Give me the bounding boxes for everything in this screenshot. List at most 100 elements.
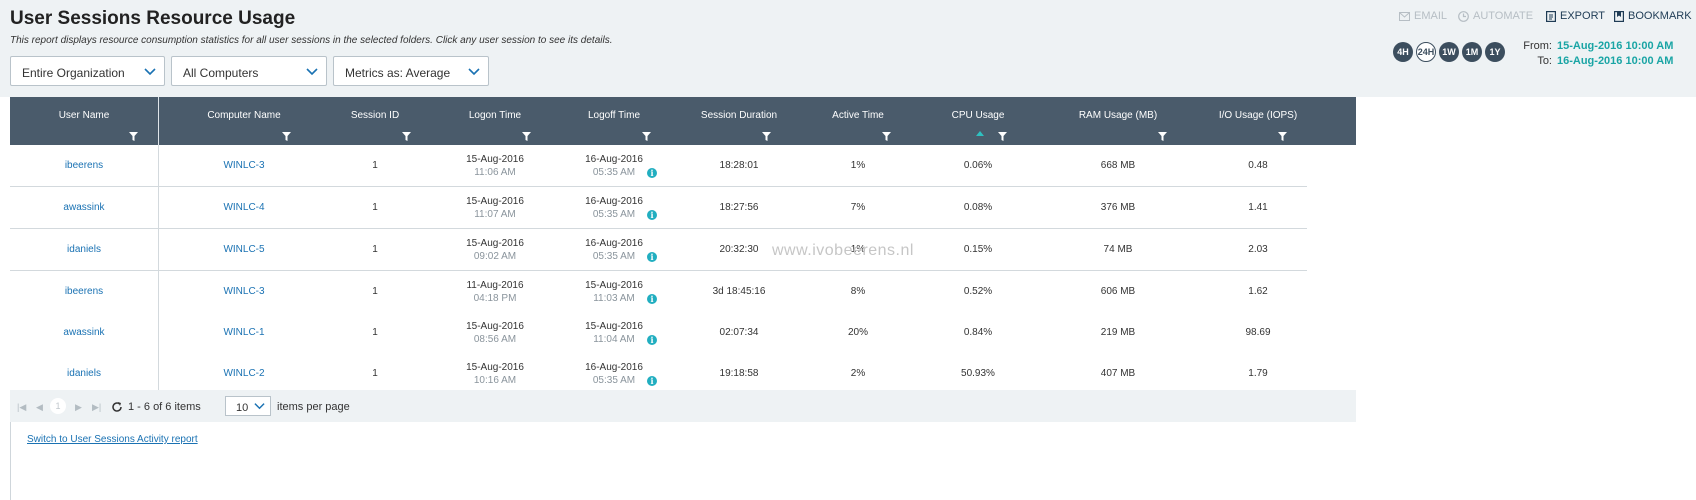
user-name-cell[interactable]: ibeerens: [64, 160, 104, 171]
email-button[interactable]: EMAIL: [1399, 10, 1447, 22]
bookmark-label: BOOKMARK: [1628, 10, 1692, 22]
next-page-button[interactable]: ▶: [75, 402, 82, 412]
logon-date: 15-Aug-2016: [466, 320, 524, 332]
column-header-user-name[interactable]: User Name: [58, 110, 110, 121]
computers-dropdown[interactable]: All Computers: [171, 56, 327, 86]
period-1w-button[interactable]: 1W: [1439, 42, 1459, 62]
to-value[interactable]: 16-Aug-2016 10:00 AM: [1557, 55, 1674, 67]
column-header-session-duration[interactable]: Session Duration: [700, 110, 778, 121]
refresh-icon[interactable]: [111, 401, 123, 413]
table-row[interactable]: idaniels WINLC-5 1 15-Aug-2016 09:02 AM 1…: [10, 229, 1307, 271]
info-icon[interactable]: i: [647, 376, 657, 386]
logon-time: 11:07 AM: [474, 208, 516, 220]
from-value[interactable]: 15-Aug-2016 10:00 AM: [1557, 40, 1674, 52]
computer-name-cell[interactable]: WINLC-3: [223, 286, 265, 297]
page-size-value: 10: [236, 402, 249, 414]
computer-name-cell[interactable]: WINLC-3: [223, 160, 265, 171]
cpu-usage-cell: 0.84%: [963, 327, 993, 338]
column-header-logon-time[interactable]: Logon Time: [468, 110, 522, 121]
table-row[interactable]: ibeerens WINLC-3 1 15-Aug-2016 11:06 AM 1…: [10, 145, 1307, 187]
organization-dropdown-value: Entire Organization: [22, 66, 125, 80]
table-row[interactable]: awassink WINLC-4 1 15-Aug-2016 11:07 AM 1…: [10, 187, 1307, 229]
filter-icon[interactable]: [642, 132, 651, 141]
column-divider: [158, 97, 159, 145]
column-header-cpu-usage[interactable]: CPU Usage: [951, 110, 1005, 121]
pager-summary: 1 - 6 of 6 items: [128, 401, 201, 413]
session-id-cell: 1: [372, 368, 378, 379]
previous-page-button[interactable]: ◀: [36, 402, 43, 412]
page-number-button[interactable]: 1: [50, 398, 66, 414]
session-id-cell: 1: [372, 160, 378, 171]
logoff-date: 15-Aug-2016: [585, 279, 643, 291]
logoff-time: 05:35 AM: [592, 250, 636, 262]
user-name-cell[interactable]: awassink: [63, 327, 105, 338]
user-name-cell[interactable]: ibeerens: [64, 286, 104, 297]
computer-name-cell[interactable]: WINLC-4: [223, 202, 265, 213]
logon-time-cell: 15-Aug-2016 09:02 AM: [440, 229, 550, 270]
column-divider: [158, 187, 159, 228]
info-icon[interactable]: i: [647, 168, 657, 178]
filter-icon[interactable]: [882, 132, 891, 141]
column-header-computer-name[interactable]: Computer Name: [207, 110, 281, 121]
logon-time: 08:56 AM: [473, 333, 517, 345]
filter-icon[interactable]: [762, 132, 771, 141]
chevron-down-icon: [144, 68, 156, 76]
organization-dropdown[interactable]: Entire Organization: [10, 56, 165, 86]
session-id-cell: 1: [372, 244, 378, 255]
period-4h-button[interactable]: 4H: [1393, 42, 1413, 62]
column-header-active-time[interactable]: Active Time: [832, 110, 884, 121]
user-name-cell[interactable]: awassink: [63, 202, 105, 213]
logon-time: 11:06 AM: [474, 166, 516, 178]
cpu-usage-cell: 0.15%: [963, 244, 993, 255]
chevron-down-icon: [468, 68, 480, 76]
user-name-cell[interactable]: idaniels: [67, 244, 101, 255]
automate-button[interactable]: AUTOMATE: [1458, 10, 1533, 22]
logon-date: 15-Aug-2016: [466, 153, 524, 165]
filter-icon[interactable]: [522, 132, 531, 141]
session-duration-cell: 18:28:01: [719, 160, 759, 171]
user-name-cell[interactable]: idaniels: [67, 368, 101, 379]
table-row[interactable]: idaniels WINLC-2 1 15-Aug-2016 10:16 AM 1…: [10, 353, 1307, 395]
period-1m-button[interactable]: 1M: [1462, 42, 1482, 62]
ram-usage-cell: 407 MB: [1100, 368, 1136, 379]
filter-icon[interactable]: [1278, 132, 1287, 141]
column-header-session-id[interactable]: Session ID: [350, 110, 400, 121]
period-24h-button[interactable]: 24H: [1416, 42, 1436, 62]
column-header-logoff-time[interactable]: Logoff Time: [587, 110, 641, 121]
page-size-select[interactable]: 10: [225, 396, 271, 416]
filter-icon[interactable]: [1158, 132, 1167, 141]
logon-time: 09:02 AM: [473, 250, 517, 262]
info-icon[interactable]: i: [647, 252, 657, 262]
export-button[interactable]: EXPORT: [1546, 10, 1605, 22]
info-icon[interactable]: i: [647, 294, 657, 304]
computer-name-cell[interactable]: WINLC-1: [223, 327, 265, 338]
logon-time-cell: 15-Aug-2016 10:16 AM: [440, 353, 550, 394]
computer-name-cell[interactable]: WINLC-2: [223, 368, 265, 379]
logoff-time-cell: 16-Aug-2016 05:35 AM: [559, 229, 669, 270]
metrics-dropdown[interactable]: Metrics as: Average: [333, 56, 489, 86]
bookmark-button[interactable]: BOOKMARK: [1614, 10, 1692, 22]
table-row[interactable]: ibeerens WINLC-3 1 11-Aug-2016 04:18 PM 1…: [10, 271, 1307, 313]
info-icon[interactable]: i: [647, 335, 657, 345]
period-1y-button[interactable]: 1Y: [1485, 42, 1505, 62]
filter-icon[interactable]: [402, 132, 411, 141]
last-page-button[interactable]: ▶|: [92, 402, 102, 412]
filter-icon[interactable]: [998, 132, 1007, 141]
range-to: To: 16-Aug-2016 10:00 AM: [1520, 55, 1673, 67]
column-header-io-usage[interactable]: I/O Usage (IOPS): [1218, 110, 1298, 121]
column-header-ram-usage[interactable]: RAM Usage (MB): [1078, 110, 1158, 121]
email-label: EMAIL: [1414, 10, 1448, 22]
filter-icon[interactable]: [129, 132, 138, 141]
info-icon[interactable]: i: [647, 210, 657, 220]
logoff-time-cell: 15-Aug-2016 11:03 AM: [559, 271, 669, 312]
column-divider: [158, 353, 159, 394]
switch-report-link[interactable]: Switch to User Sessions Activity report: [27, 434, 198, 445]
cpu-usage-cell: 50.93%: [961, 368, 995, 379]
table-row[interactable]: awassink WINLC-1 1 15-Aug-2016 08:56 AM 1…: [10, 312, 1307, 354]
from-label: From:: [1523, 40, 1552, 52]
sort-ascending-icon: [976, 131, 984, 136]
first-page-button[interactable]: |◀: [17, 402, 27, 412]
filter-icon[interactable]: [282, 132, 291, 141]
computer-name-cell[interactable]: WINLC-5: [223, 244, 265, 255]
logoff-date: 16-Aug-2016: [585, 237, 643, 249]
